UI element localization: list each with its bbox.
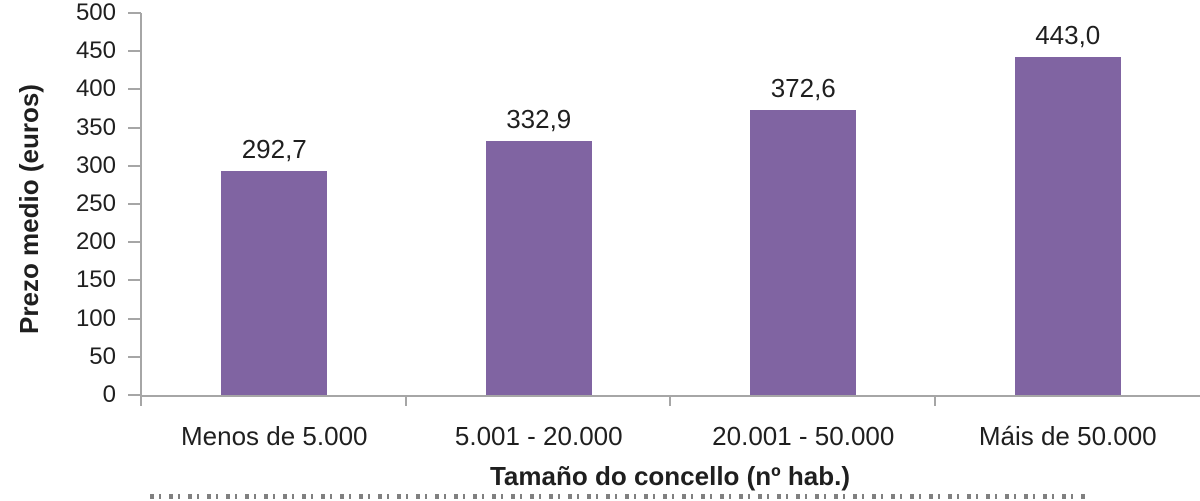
- bar: [1014, 56, 1121, 395]
- bar-value-label: 292,7: [241, 134, 307, 165]
- bar: [750, 110, 857, 395]
- y-tick-mark: [128, 50, 141, 53]
- y-tick-label: 0: [102, 381, 116, 408]
- y-tick-label: 200: [75, 228, 116, 256]
- bar-value-label: 372,6: [770, 73, 836, 104]
- y-tick-label: 150: [75, 266, 116, 294]
- x-axis-title: Tamaño do concello (nº hab.): [489, 461, 851, 491]
- plot-area: 292,7 332,9 372,6 443,0: [140, 13, 1200, 397]
- category-label: 20.001 - 50.000: [712, 421, 895, 451]
- bar-value-label: 443,0: [1035, 19, 1101, 50]
- cropped-caption-remnant: [150, 494, 1085, 499]
- x-tick-mark: [669, 395, 671, 406]
- y-tick-label: 450: [75, 37, 116, 65]
- y-tick-mark: [128, 317, 141, 320]
- y-tick-label: 250: [75, 190, 116, 217]
- x-tick-mark: [933, 395, 936, 406]
- y-tick-label: 100: [75, 304, 116, 332]
- y-tick-label: 400: [75, 75, 116, 103]
- category-label: Menos de 5.000: [181, 421, 368, 451]
- y-tick-label: 350: [75, 113, 116, 141]
- y-tick-mark: [128, 279, 141, 282]
- x-tick-mark: [404, 395, 407, 406]
- bar: [485, 140, 592, 395]
- x-tick-mark: [140, 395, 142, 406]
- category-label: Máis de 50.000: [978, 421, 1157, 451]
- y-tick-mark: [128, 241, 141, 244]
- y-tick-mark: [128, 88, 141, 91]
- y-tick-mark: [128, 203, 141, 205]
- y-tick-mark: [128, 355, 141, 358]
- y-tick-mark: [128, 126, 141, 129]
- y-tick-mark: [128, 394, 141, 396]
- bar-value-label: 332,9: [506, 103, 572, 134]
- y-tick-label: 50: [89, 342, 116, 370]
- y-tick-mark: [128, 12, 141, 14]
- category-label: 5.001 - 20.000: [454, 421, 623, 451]
- y-tick-label: 300: [75, 151, 116, 179]
- bar: [221, 171, 328, 395]
- y-tick-mark: [128, 164, 141, 167]
- y-tick-label: 500: [75, 0, 116, 26]
